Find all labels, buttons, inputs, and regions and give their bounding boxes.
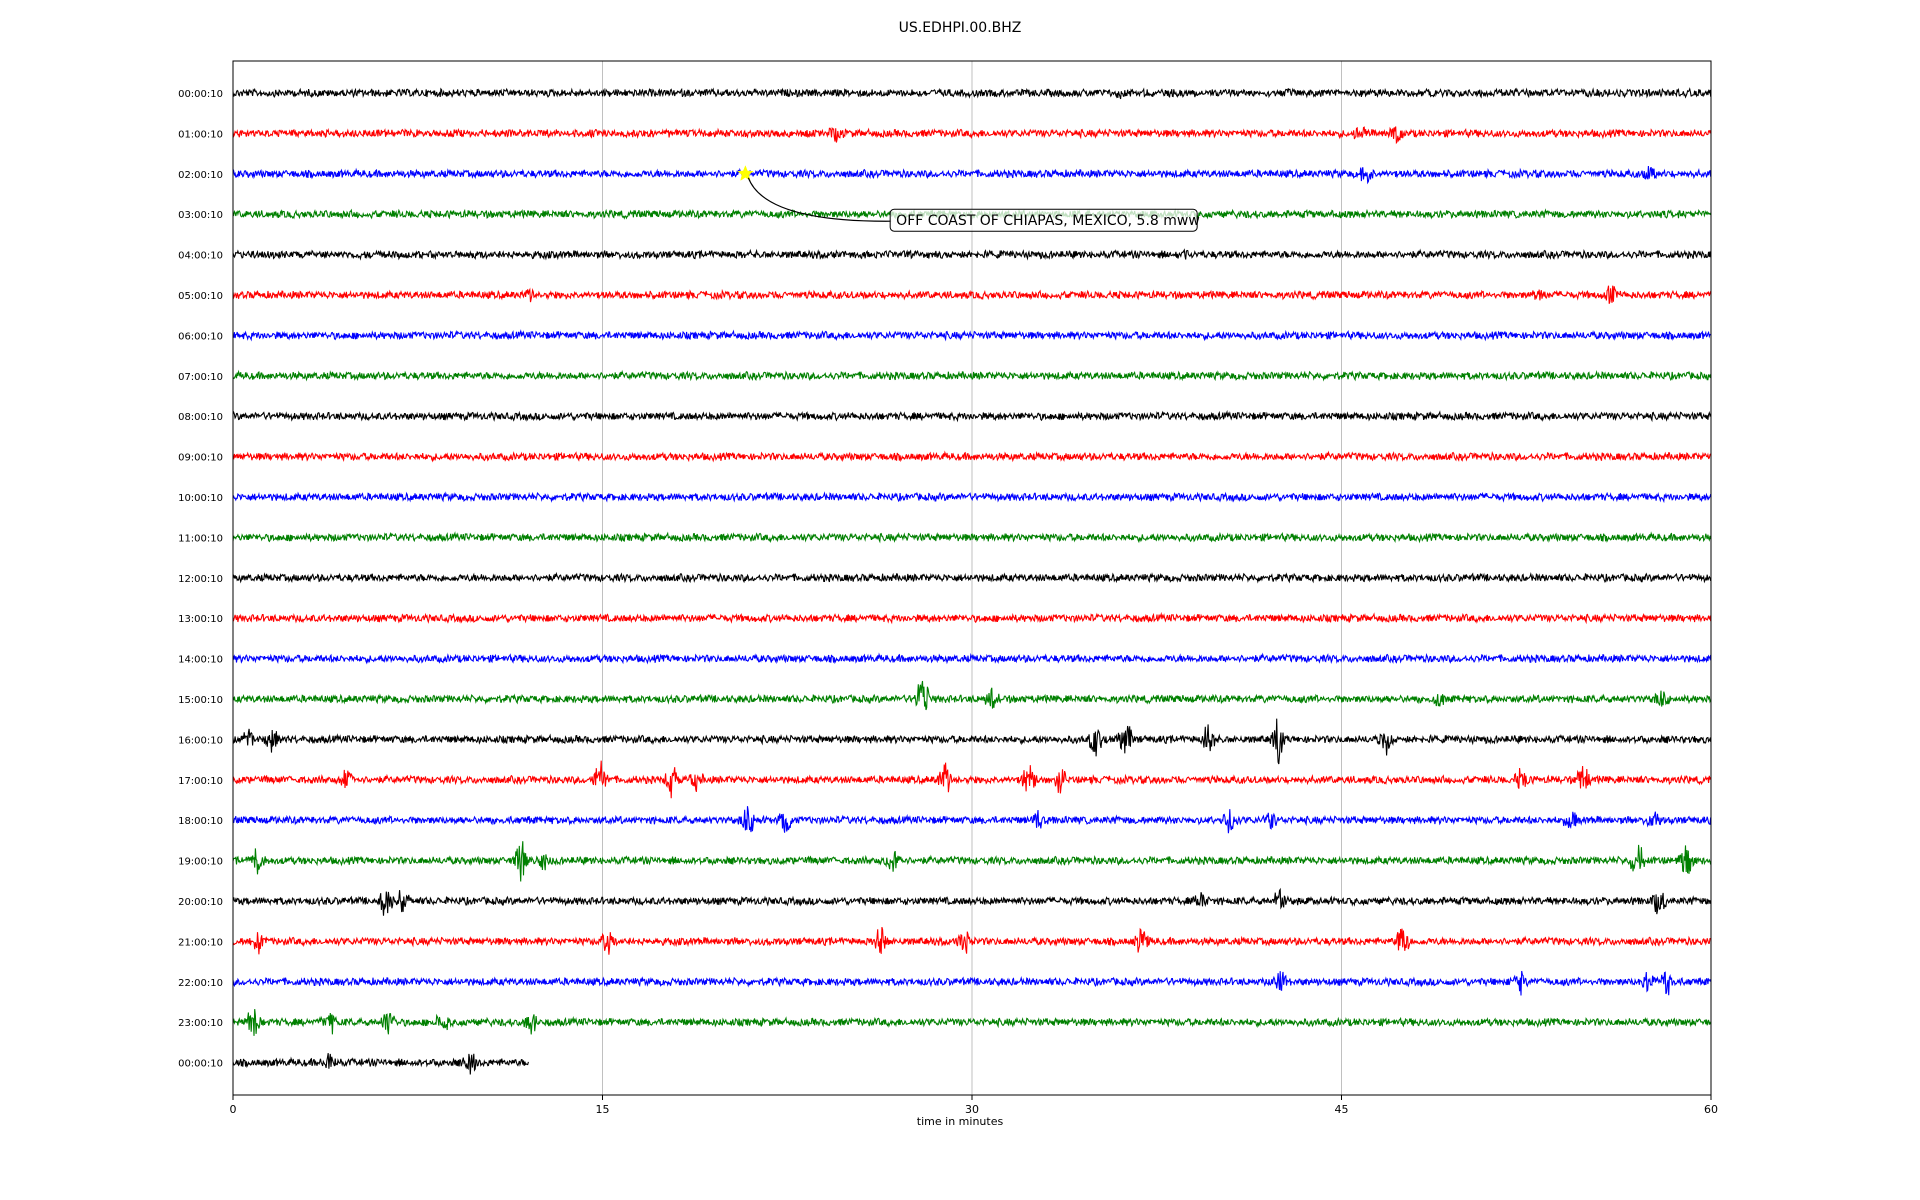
trace-line — [232, 680, 1712, 711]
trace-line — [232, 165, 1712, 185]
trace-line — [232, 718, 1712, 765]
trace-line — [232, 760, 1712, 799]
trace-line — [232, 329, 1711, 342]
trace-line — [232, 887, 1712, 916]
trace-line — [232, 369, 1712, 382]
y-tick-label: 20:00:10 — [178, 897, 223, 908]
y-tick-label: 04:00:10 — [178, 251, 223, 262]
x-tick-label: 45 — [1335, 1103, 1349, 1116]
trace-line — [232, 491, 1712, 504]
trace-line — [232, 571, 1712, 584]
trace-line — [232, 248, 1712, 261]
y-tick-label: 02:00:10 — [178, 170, 223, 181]
trace-line — [232, 926, 1711, 955]
x-tick-label: 60 — [1704, 1103, 1718, 1116]
x-tick-label: 0 — [230, 1103, 237, 1116]
y-tick-label: 22:00:10 — [178, 978, 223, 989]
y-tick-label: 14:00:10 — [178, 655, 223, 666]
trace-line — [232, 531, 1712, 544]
y-tick-label: 12:00:10 — [178, 574, 223, 585]
y-tick-label: 03:00:10 — [178, 210, 223, 221]
trace-line — [232, 1009, 1712, 1036]
y-tick-label: 07:00:10 — [178, 372, 223, 383]
y-tick-label: 05:00:10 — [178, 291, 223, 302]
x-tick-label: 15 — [596, 1103, 610, 1116]
trace-line — [232, 806, 1712, 834]
y-tick-label: 18:00:10 — [178, 816, 223, 827]
annotation-connector — [747, 177, 892, 222]
chart-title: US.EDHPI.00.BHZ — [898, 20, 1022, 36]
event-marker-star — [737, 165, 754, 181]
y-tick-label: 11:00:10 — [178, 533, 223, 544]
trace-line — [232, 970, 1712, 996]
x-tick-label: 30 — [965, 1103, 979, 1116]
x-axis-label: time in minutes — [916, 1115, 1004, 1128]
y-tick-label: 19:00:10 — [178, 857, 223, 868]
y-tick-label: 00:00:10 — [178, 1059, 223, 1070]
y-tick-label: 15:00:10 — [178, 695, 223, 706]
y-tick-label: 00:00:10 — [178, 89, 223, 100]
trace-line — [232, 126, 1712, 145]
annotation-box — [889, 208, 1198, 232]
y-tick-label: 08:00:10 — [178, 412, 223, 423]
y-tick-label: 23:00:10 — [178, 1018, 223, 1029]
y-tick-label: 10:00:10 — [178, 493, 223, 504]
y-tick-label: 09:00:10 — [178, 453, 223, 464]
trace-line — [232, 285, 1712, 304]
y-tick-label: 01:00:10 — [178, 129, 223, 140]
y-tick-label: 17:00:10 — [178, 776, 223, 787]
trace-line — [232, 87, 1712, 100]
y-tick-label: 16:00:10 — [178, 735, 223, 746]
trace-line — [232, 450, 1712, 463]
trace-line — [232, 409, 1712, 423]
y-tick-label: 21:00:10 — [178, 937, 223, 948]
trace-line — [232, 652, 1712, 665]
trace-line — [232, 611, 1712, 625]
annotation-text: OFF COAST OF CHIAPAS, MEXICO, 5.8 mww — [896, 213, 1200, 229]
trace-line — [232, 841, 1712, 882]
y-tick-label: 13:00:10 — [178, 614, 223, 625]
trace-line — [232, 1053, 529, 1075]
y-tick-label: 06:00:10 — [178, 331, 223, 342]
